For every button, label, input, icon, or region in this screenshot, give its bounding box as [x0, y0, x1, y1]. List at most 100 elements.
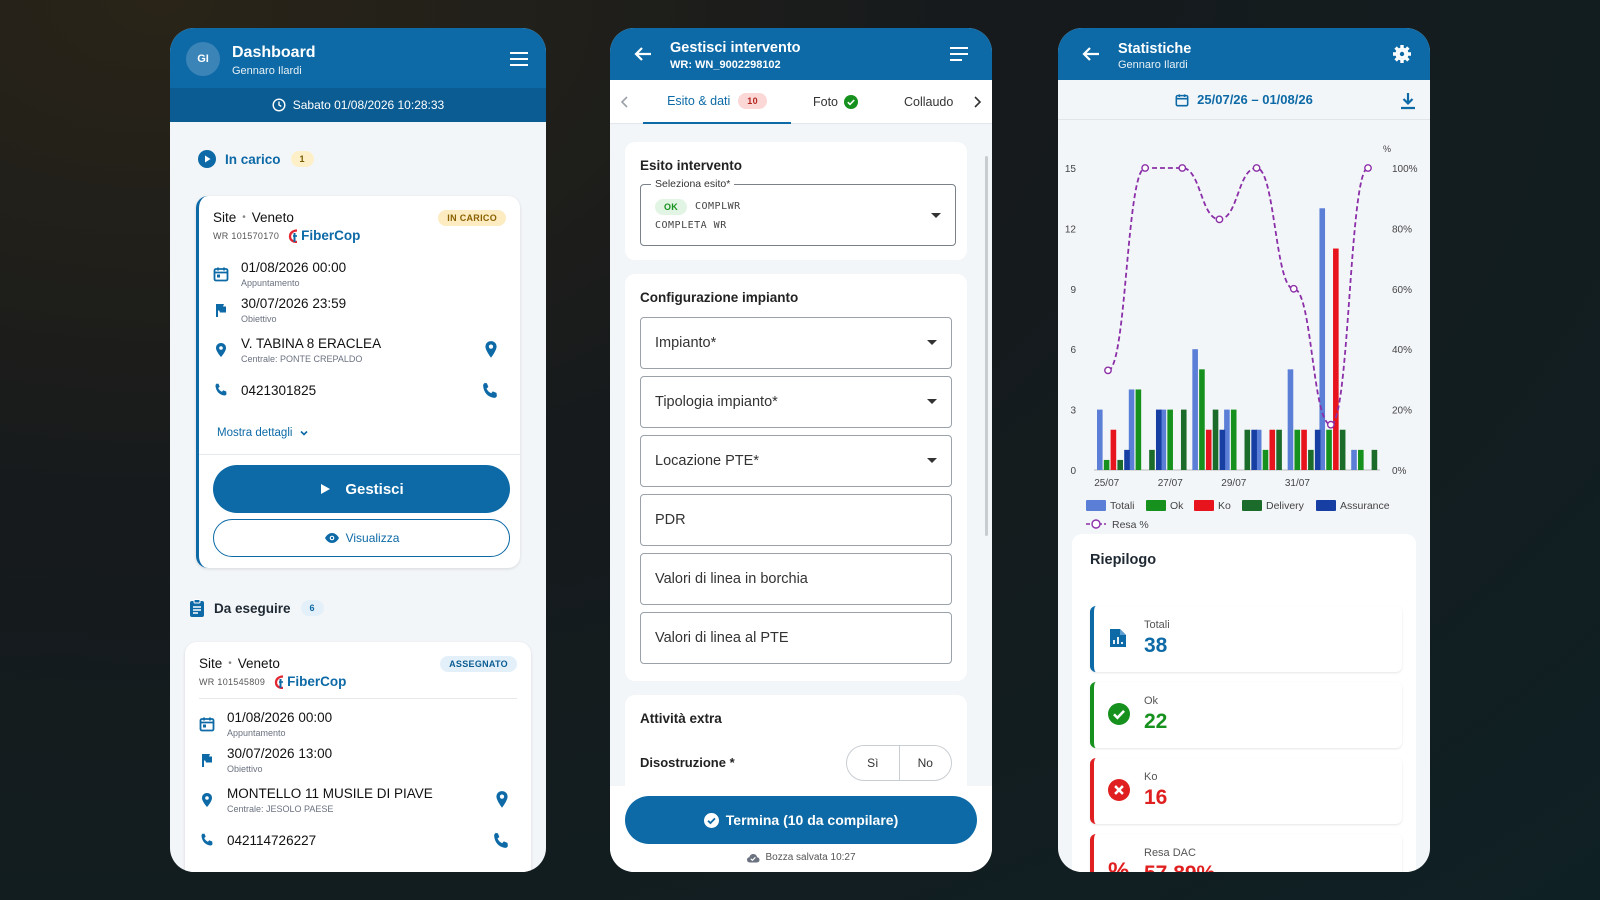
tab-esito-dati[interactable]: Esito & dati 10 — [643, 80, 791, 124]
stat-label: Resa DAC — [1144, 847, 1196, 859]
tab-collaudo[interactable]: Collaudo — [904, 95, 954, 109]
datetime: Sabato 01/08/2026 10:28:33 — [292, 98, 445, 112]
bar-totali — [1224, 409, 1230, 470]
objective-value: 30/07/2026 13:00 — [227, 746, 333, 761]
sort-menu-icon[interactable] — [950, 47, 968, 61]
bar-ok — [1199, 369, 1205, 470]
bar-totali — [1160, 409, 1167, 470]
avatar[interactable]: GI — [186, 42, 220, 76]
yes-option[interactable]: Sì — [847, 746, 900, 780]
stats-chart: 0 3 6 9 12 15 0% 20% 40% 60% 80% 100%% 25/07 27/07 29/… — [1065, 144, 1418, 531]
call-button[interactable] — [480, 381, 500, 401]
no-option[interactable]: No — [917, 756, 933, 770]
bar-ok — [1167, 409, 1173, 470]
esito-field-label: Seleziona esito* — [651, 178, 735, 190]
region-label: Veneto — [237, 656, 280, 671]
page-title: Gestisci intervento — [670, 40, 801, 56]
in-carico-count: 1 — [290, 151, 314, 167]
centrale-value: Centrale: PONTE CREPALDO — [241, 354, 363, 364]
work-card-assigned[interactable]: Site • Veneto WR 101545809 FiberCop ASSE… — [185, 642, 531, 872]
check-circle-icon — [703, 812, 719, 828]
disostruzione-toggle: Sì No — [846, 745, 952, 781]
date-range-bar[interactable]: 25/07/26 – 01/08/26 — [1058, 80, 1430, 120]
location-pin-icon — [216, 343, 226, 357]
status-badge: ASSEGNATO — [440, 656, 517, 672]
show-details-link[interactable]: Mostra dettagli — [217, 427, 310, 439]
y-tick-label: 6 — [1070, 345, 1076, 356]
x-tick-label: 27/07 — [1158, 478, 1183, 489]
bar-delivery — [1276, 429, 1282, 470]
tab-foto[interactable]: Foto — [813, 80, 859, 124]
objective-label: Obiettivo — [227, 764, 263, 774]
pdr-input[interactable]: PDR — [640, 494, 952, 546]
dropdown-caret-icon — [927, 340, 937, 345]
phone-value: 0421301825 — [241, 382, 317, 398]
chevron-left-icon[interactable] — [620, 96, 630, 108]
legend-swatch — [1242, 500, 1262, 511]
stat-totali: Totali 38 — [1090, 606, 1402, 672]
valori-borchia-input[interactable]: Valori di linea in borchia — [640, 553, 952, 605]
legend-swatch — [1086, 500, 1106, 511]
bar-totali — [1255, 429, 1262, 470]
bar-delivery — [1117, 459, 1123, 470]
call-button[interactable] — [491, 831, 511, 851]
bar-totali — [1351, 449, 1357, 470]
tipologia-impianto-select[interactable]: Tipologia impianto* — [640, 376, 952, 428]
submit-button[interactable]: Termina (10 da compilare) — [625, 796, 977, 844]
stat-value: 57.89% — [1144, 862, 1215, 872]
work-card-active[interactable]: Site • Veneto WR 101570170 FiberCop IN C… — [196, 196, 520, 568]
datetime-bar: Sabato 01/08/2026 10:28:33 — [170, 88, 546, 122]
legend-label: Ko — [1218, 500, 1231, 512]
y-right-tick-label: 20% — [1392, 406, 1412, 417]
valori-pte-input[interactable]: Valori di linea al PTE — [640, 612, 952, 664]
x-tick-label: 29/07 — [1221, 478, 1246, 489]
dropdown-caret-icon — [931, 213, 941, 218]
bottom-bar: Termina (10 da compilare) Bozza salvata … — [610, 786, 992, 872]
menu-icon[interactable] — [510, 52, 528, 66]
y-tick-label: 12 — [1065, 224, 1077, 235]
bar-ok — [1103, 459, 1110, 470]
bar-ok — [1135, 389, 1142, 470]
tab-badge: 10 — [738, 93, 767, 109]
page-title: Dashboard — [232, 44, 316, 61]
map-pin-button[interactable] — [482, 340, 500, 360]
y-right-tick-label: 40% — [1392, 345, 1412, 356]
esito-select[interactable]: Seleziona esito* OK COMPLWR COMPLETA WR — [640, 178, 956, 246]
stat-label: Totali — [1144, 619, 1170, 631]
y-right-tick-label: 80% — [1392, 224, 1412, 235]
back-arrow-icon[interactable] — [1082, 46, 1100, 62]
map-pin-button[interactable] — [493, 790, 511, 810]
legend-label: Assurance — [1340, 500, 1390, 512]
bar-ok — [1262, 449, 1269, 470]
download-icon[interactable] — [1400, 92, 1416, 110]
calendar-icon — [1175, 93, 1189, 106]
appointment-label: Appuntamento — [227, 728, 286, 738]
appointment-value: 01/08/2026 00:00 — [241, 260, 347, 275]
legend-label: Totali — [1110, 500, 1135, 512]
play-icon — [321, 484, 331, 494]
esito-section: Esito intervento Seleziona esito* OK COM… — [625, 142, 967, 260]
x-tick-label: 31/07 — [1285, 478, 1310, 489]
back-arrow-icon[interactable] — [634, 46, 652, 62]
view-button[interactable]: Visualizza — [213, 519, 510, 557]
bar-totali — [1319, 208, 1326, 470]
chevron-right-icon[interactable] — [972, 96, 982, 108]
impianto-select[interactable]: Impianto* — [640, 317, 952, 369]
fibercop-logo: FiberCop — [274, 674, 346, 689]
bar-delivery — [1244, 429, 1251, 470]
bar-ok — [1294, 429, 1301, 470]
manage-button[interactable]: Gestisci — [213, 465, 510, 513]
disostruzione-label: Disostruzione * — [640, 755, 735, 770]
bar-assurance — [1155, 409, 1162, 470]
locazione-pte-select[interactable]: Locazione PTE* — [640, 435, 952, 487]
percent-icon: % — [1108, 858, 1130, 872]
point-resa — [1252, 164, 1261, 172]
cancel-circle-icon — [1108, 779, 1130, 801]
dashboard-header: GI Dashboard Gennaro Ilardi — [170, 28, 546, 88]
scrollbar[interactable] — [985, 156, 988, 536]
gear-icon[interactable] — [1392, 44, 1412, 64]
in-carico-section: In carico 1 — [198, 150, 314, 168]
legend-swatch — [1194, 500, 1214, 511]
form-scroll[interactable]: Esito intervento Seleziona esito* OK COM… — [610, 124, 982, 812]
bar-ko — [1110, 429, 1117, 470]
